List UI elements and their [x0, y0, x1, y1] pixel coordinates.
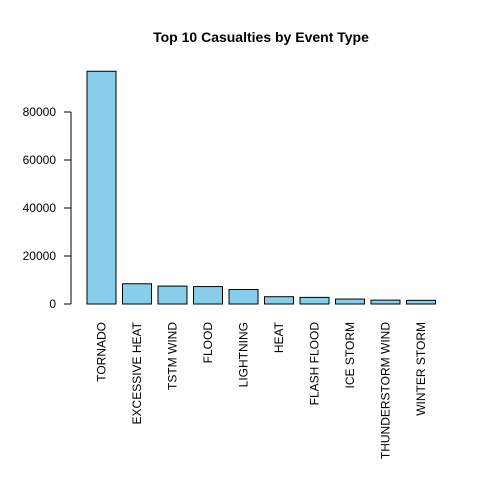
y-tick-label: 40000: [23, 201, 57, 215]
x-tick-label-excessive-heat: EXCESSIVE HEAT: [130, 321, 144, 424]
y-tick-label: 20000: [23, 249, 57, 263]
y-tick-label: 60000: [23, 153, 57, 167]
bar-thunderstorm-wind: [370, 299, 401, 305]
x-tick-label-winter-storm: WINTER STORM: [414, 322, 428, 416]
y-tick-label: 0: [49, 297, 56, 311]
bars: [86, 70, 436, 305]
chart-title: Top 10 Casualties by Event Type: [153, 29, 369, 45]
x-tick-label-flood: FLOOD: [201, 322, 215, 364]
bar-tornado: [86, 70, 117, 305]
x-tick-label-ice-storm: ICE STORM: [343, 322, 357, 388]
x-tick-label-heat: HEAT: [272, 321, 286, 353]
bar-flash-flood: [299, 296, 330, 305]
x-axis-labels: TORNADO EXCESSIVE HEAT TSTM WIND FLOOD LIGHT…: [95, 321, 429, 459]
x-tick-label-lightning: LIGHTNING: [237, 322, 251, 387]
bar-lightning: [228, 288, 259, 305]
bar-flood: [193, 286, 223, 305]
bar-heat: [264, 296, 294, 305]
bar-excessive-heat: [122, 283, 152, 305]
x-tick-label-tornado: TORNADO: [95, 322, 109, 382]
y-axis: 0 20000 40000 60000 80000: [23, 105, 72, 311]
bar-winter-storm: [406, 299, 436, 305]
bar-ice-storm: [335, 298, 365, 305]
x-tick-label-tstm-wind: TSTM WIND: [166, 322, 180, 390]
x-tick-label-flash-flood: FLASH FLOOD: [308, 322, 322, 406]
x-tick-label-thunderstorm-wind: THUNDERSTORM WIND: [379, 322, 393, 459]
y-tick-label: 80000: [23, 105, 57, 119]
bar-tstm-wind: [157, 285, 188, 305]
